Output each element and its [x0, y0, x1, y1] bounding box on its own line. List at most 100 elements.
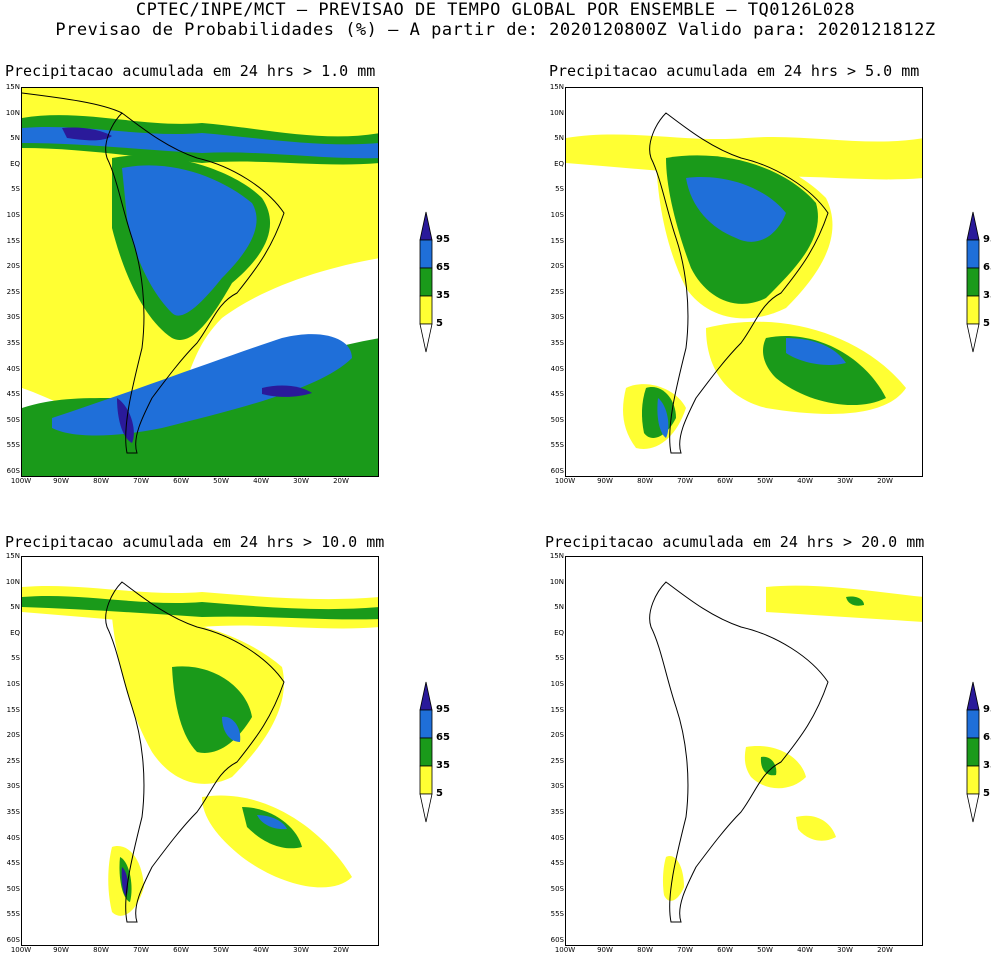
colorbar-box-5: [966, 295, 980, 325]
lat-tick-label: 20S: [6, 731, 20, 740]
colorbar-box-65: [419, 709, 433, 739]
lat-tick-label: 10S: [550, 680, 564, 688]
lon-tick-label: 100W: [554, 477, 576, 485]
lat-tick-label: 5S: [11, 654, 20, 663]
lat-tick-label: 45S: [6, 859, 20, 868]
lat-tick-label: 40S: [550, 364, 564, 373]
lon-tick-label: 90W: [53, 946, 69, 954]
lon-tick-label: 30W: [837, 477, 853, 485]
colorbar-level-label: 95: [983, 234, 991, 245]
lon-tick-label: 60W: [717, 946, 733, 954]
lat-tick-label: 40S: [6, 833, 20, 842]
colorbar-bottom-triangle: [966, 323, 980, 353]
panel-title-1mm: Precipitacao acumulada em 24 hrs > 1.0 m…: [5, 62, 376, 80]
lat-tick-label: 15S: [550, 236, 564, 245]
lat-tick-label: 10N: [5, 108, 20, 117]
lat-tick-label: 55S: [6, 910, 20, 919]
lat-tick-label: 5N: [10, 134, 20, 143]
lat-tick-label: 25S: [550, 287, 564, 296]
lat-tick-label: 35S: [550, 339, 564, 347]
lon-tick-label: 40W: [797, 946, 813, 954]
lat-tick-label: 10N: [549, 577, 564, 586]
lon-tick-label: 20W: [333, 477, 349, 485]
lon-tick-label: 20W: [333, 946, 349, 954]
colorbar-box-5: [419, 295, 433, 325]
colorbar-bottom-triangle: [966, 793, 980, 823]
lon-tick-label: 30W: [293, 946, 309, 954]
lon-tick-label: 40W: [253, 477, 269, 485]
colorbar-box-65: [966, 709, 980, 739]
lat-tick-label: 10N: [5, 577, 20, 586]
lon-tick-label: 20W: [877, 946, 893, 954]
lon-tick-label: 50W: [213, 946, 229, 954]
colorbar-graphic: [419, 681, 433, 823]
lat-tick-label: 55S: [6, 441, 20, 450]
lon-tick-label: 90W: [597, 477, 613, 485]
colorbar: 95 65 35 5: [418, 210, 478, 355]
lon-tick-label: 100W: [554, 946, 576, 954]
lat-tick-label: 50S: [550, 415, 564, 424]
colorbar-level-label: 5: [436, 788, 443, 799]
lat-tick-label: 35S: [6, 808, 20, 816]
colorbar-box-65: [419, 239, 433, 269]
colorbar-bottom-triangle: [419, 323, 433, 353]
precip-probability-map-5mm: [566, 88, 922, 476]
lon-tick-label: 80W: [637, 477, 653, 485]
colorbar-box-35: [966, 737, 980, 767]
colorbar-graphic: [966, 211, 980, 353]
lon-tick-label: 60W: [717, 477, 733, 485]
lat-tick-label: 10S: [6, 680, 20, 688]
lat-tick-label: 15N: [549, 83, 564, 91]
lat-tick-label: 50S: [550, 884, 564, 893]
lat-tick-label: 50S: [6, 415, 20, 424]
lat-tick-label: 5S: [555, 654, 564, 663]
lat-tick-label: 30S: [550, 782, 564, 791]
lat-tick-label: 50S: [6, 884, 20, 893]
panel-title-5mm: Precipitacao acumulada em 24 hrs > 5.0 m…: [549, 62, 920, 80]
lat-tick-label: 5N: [554, 603, 564, 612]
header-line-2: Previsao de Probabilidades (%) — A parti…: [55, 20, 936, 40]
colorbar-level-label: 95: [436, 704, 450, 715]
lon-tick-label: 20W: [877, 477, 893, 485]
colorbar-top-triangle: [419, 211, 433, 241]
lat-tick-label: 55S: [550, 910, 564, 919]
lon-tick-label: 40W: [797, 477, 813, 485]
colorbar-graphic: [966, 681, 980, 823]
colorbar: 95 65 35 5: [965, 210, 991, 355]
colorbar-box-35: [966, 267, 980, 297]
lat-tick-label: EQ: [10, 628, 20, 637]
colorbar-level-label: 35: [436, 290, 450, 301]
lon-tick-label: 30W: [837, 946, 853, 954]
lon-tick-label: 60W: [173, 946, 189, 954]
panel-title-10mm: Precipitacao acumulada em 24 hrs > 10.0 …: [5, 533, 385, 551]
lat-tick-label: 30S: [550, 313, 564, 322]
lon-tick-label: 80W: [93, 477, 109, 485]
colorbar-level-label: 35: [983, 760, 991, 771]
colorbar-level-label: 95: [983, 704, 991, 715]
map-panel-1mm: [21, 87, 379, 477]
precip-probability-map-10mm: [22, 557, 378, 945]
lon-tick-label: 40W: [253, 946, 269, 954]
lon-tick-label: 80W: [93, 946, 109, 954]
lat-tick-label: 45S: [6, 390, 20, 399]
lat-tick-label: 15S: [6, 705, 20, 714]
map-panel-10mm: [21, 556, 379, 946]
colorbar-graphic: [419, 211, 433, 353]
colorbar-level-label: 65: [436, 732, 450, 743]
lat-tick-label: 5N: [554, 134, 564, 143]
panel-title-20mm: Precipitacao acumulada em 24 hrs > 20.0 …: [545, 533, 925, 551]
lat-tick-label: 60S: [6, 936, 20, 944]
lat-tick-label: 35S: [6, 339, 20, 347]
map-panel-20mm: [565, 556, 923, 946]
lon-tick-label: 100W: [10, 946, 32, 954]
lon-tick-label: 50W: [213, 477, 229, 485]
precip-probability-map-20mm: [566, 557, 922, 945]
colorbar: 95 65 35 5: [965, 680, 991, 825]
lat-tick-label: 60S: [550, 936, 564, 944]
colorbar-top-triangle: [966, 681, 980, 711]
lon-tick-label: 70W: [133, 946, 149, 954]
lat-tick-label: 35S: [550, 808, 564, 816]
colorbar-top-triangle: [419, 681, 433, 711]
colorbar-level-label: 65: [983, 262, 991, 273]
lat-tick-label: 15S: [550, 705, 564, 714]
